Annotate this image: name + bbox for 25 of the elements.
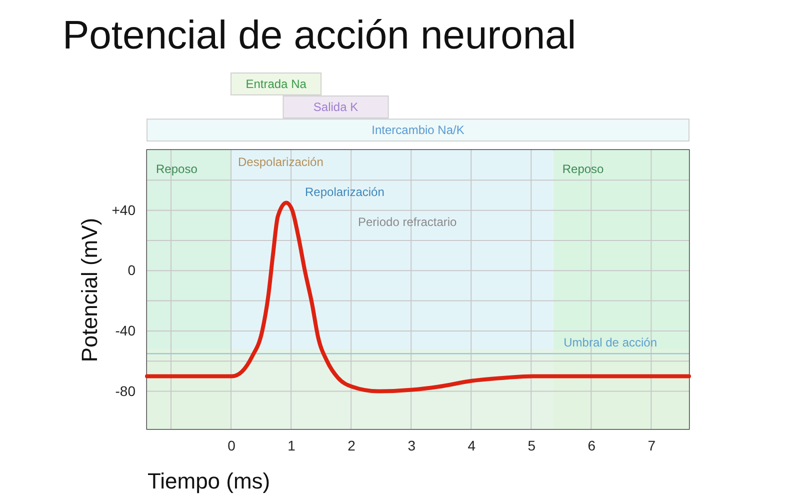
x-tick-label: 4 (468, 438, 476, 454)
y-tick-label: +40 (112, 202, 136, 218)
line-series (145, 200, 691, 394)
annotation: Despolarización (238, 155, 324, 169)
x-tick-label: 3 (408, 438, 416, 454)
y-tick-label: -80 (115, 382, 136, 399)
x-tick-label: 2 (348, 438, 356, 454)
x-tick-label: 7 (648, 438, 656, 454)
annotation: Periodo refractario (358, 215, 458, 229)
x-axis-title: Tiempo (ms) (148, 468, 270, 494)
ref-line-label: Umbral de acción (564, 336, 657, 350)
band-label: Reposo (156, 162, 198, 176)
x-tick-label: 5 (528, 438, 536, 454)
x-tick-label: 1 (288, 438, 296, 454)
chart-title: Potencial de acción neuronal (62, 14, 576, 58)
y-tick-label: Salida K (313, 100, 358, 114)
y-tick-label: -40 (115, 322, 136, 338)
band-label: Reposo (562, 162, 604, 176)
y-tick-label: Entrada Na (246, 76, 307, 91)
annotation: Repolarización (305, 185, 384, 199)
y-tick-label: Intercambio Na/K (372, 123, 464, 138)
y-tick-label: 0 (128, 262, 136, 278)
x-tick-label: 6 (588, 438, 596, 454)
y-axis-title: Potencial (mV) (76, 218, 102, 362)
x-tick-label: 0 (228, 438, 236, 454)
